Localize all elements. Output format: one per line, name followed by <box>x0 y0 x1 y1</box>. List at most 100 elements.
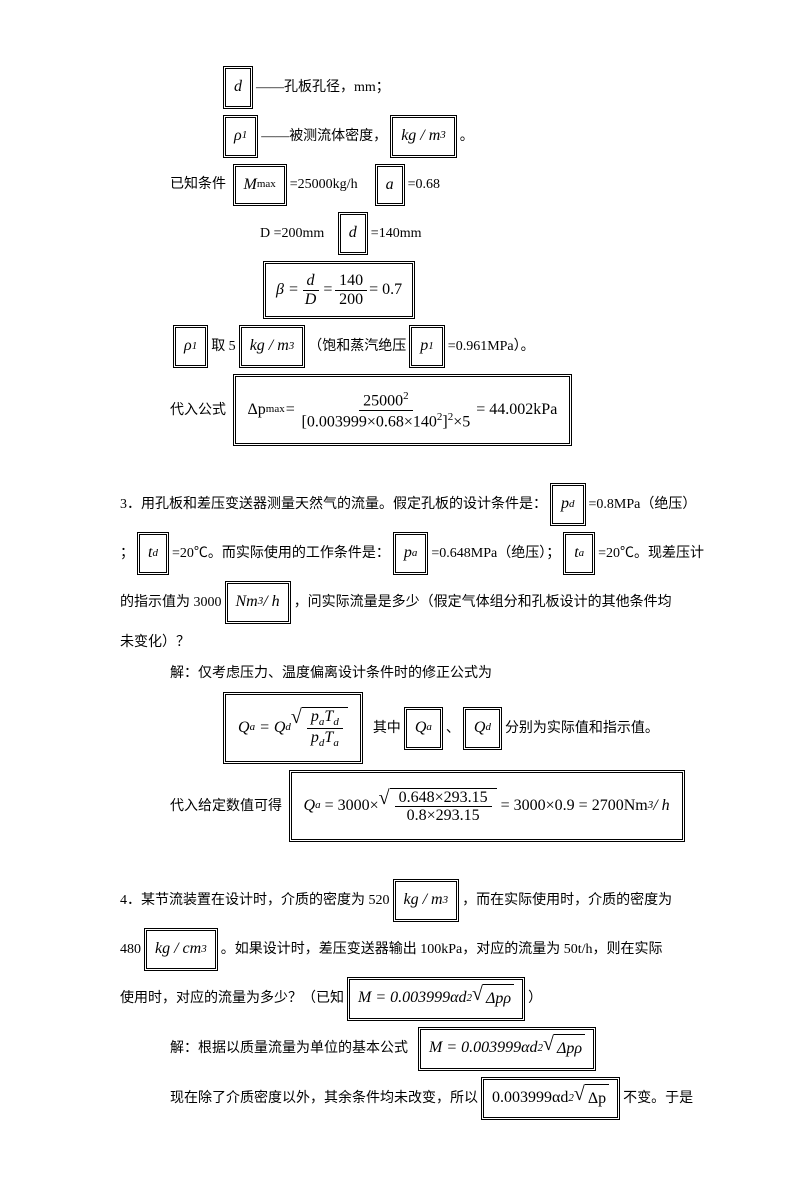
f3-Qa-sub: a <box>250 718 256 738</box>
d-box: d <box>338 212 368 255</box>
rho1-sym: ρ <box>184 332 192 361</box>
rho1-t3: =0.961MPa）。 <box>448 334 535 359</box>
line-dims: D =200mm d =140mm <box>80 212 720 255</box>
p4-l1: 4．某节流装置在设计时，介质的密度为 520 kg / m3 ，而在实际使用时，… <box>80 879 720 922</box>
p4-l5b: 不变。于是 <box>623 1086 693 1111</box>
f3-line: Qa = Qd paTd pdTa 其中 Qa 、 Qd 分别为实际值和指示值。 <box>80 692 720 764</box>
dp-res: = 44.002kPa <box>476 396 557 425</box>
ta-box: ta <box>563 532 595 575</box>
p3-l2c: =0.648MPa（绝压）； <box>431 541 560 566</box>
p4-f2: 0.003999αd <box>492 1084 568 1113</box>
dp-num: 250002 <box>359 390 413 411</box>
line-rho-def: ρ1 ——被测流体密度， kg / m3 。 <box>80 115 720 158</box>
p1-box: p1 <box>409 325 445 368</box>
desc-d: ——孔板孔径，mm； <box>256 75 390 100</box>
p4-f1b-sqrt: Δpρ <box>543 1034 585 1064</box>
p4-u1: kg / m <box>404 886 443 915</box>
frac-dD: d D <box>301 272 321 308</box>
sym-rho-box: ρ1 <box>223 115 258 158</box>
p4-f1-box: M = 0.003999αd2 Δpρ <box>347 977 525 1021</box>
p3-l2d: =20℃。现差压计 <box>598 541 704 566</box>
beta-lhs: β = <box>276 276 299 305</box>
after-rho: 。 <box>460 124 474 149</box>
p4-f1-sqrt: Δpρ <box>472 984 514 1014</box>
p4-l4a: 解：根据以质量流量为单位的基本公式 <box>170 1036 408 1061</box>
mmax-sym: M <box>244 171 257 200</box>
p4-f1b: M = 0.003999αd <box>429 1034 538 1063</box>
p4-l5: 现在除了介质密度以外，其余条件均未改变，所以 0.003999αd2 Δp 不变… <box>80 1077 720 1121</box>
p4-f1b-box: M = 0.003999αd2 Δpρ <box>418 1027 596 1071</box>
p4-f1-sqrt-body: Δpρ <box>483 984 514 1014</box>
line-rho-val: ρ1 取 5 kg / m3 （饱和蒸汽绝压 p1 =0.961MPa）。 <box>80 325 720 368</box>
p3-l1: 3．用孔板和差压变送器测量天然气的流量。假定孔板的设计条件是： pd =0.8M… <box>80 483 720 526</box>
p3-l3a: 的指示值为 3000 <box>120 590 222 615</box>
f3-q1: Q <box>415 714 427 743</box>
d-sym: d <box>349 219 357 248</box>
pd-sym: p <box>561 490 569 519</box>
td-box: td <box>137 532 169 575</box>
f3b-num: 0.648×293.15 <box>395 789 492 808</box>
f3b-eq: = 3000× <box>325 792 379 821</box>
d-200: D =200mm <box>260 221 324 246</box>
p4-u2-sup: 3 <box>201 940 207 960</box>
p4-l2b: 。如果设计时，差压变送器输出 100kPa，对应的流量为 50t/h，则在实际 <box>221 937 663 962</box>
td-sub: d <box>152 544 158 564</box>
a-val: =0.68 <box>408 172 440 197</box>
p4-l1b: ，而在实际使用时，介质的密度为 <box>462 888 672 913</box>
beta-eq: = <box>322 276 333 305</box>
p4-f2-box: 0.003999αd2 Δp <box>481 1077 620 1121</box>
f3-frac: paTd pdTa <box>307 708 343 750</box>
a-box: a <box>375 164 405 207</box>
kgm3-2: kg / m <box>250 332 289 361</box>
dp-formula-box: Δpmax = 250002 [0.003999×0.68×1402]2×5 =… <box>233 374 573 446</box>
nm3h-tail: / h <box>263 588 279 617</box>
dp-frac: 250002 [0.003999×0.68×1402]2×5 <box>298 390 475 431</box>
f3-den: pdTa <box>307 729 343 749</box>
kgm3-box2: kg / m3 <box>239 325 306 368</box>
beta-formula-box: β = d D = 140 200 = 0.7 <box>263 261 415 319</box>
f3b-den: 0.8×293.15 <box>403 807 484 825</box>
p3-l1a: 3．用孔板和差压变送器测量天然气的流量。假定孔板的设计条件是： <box>120 492 547 517</box>
line-beta: β = d D = 140 200 = 0.7 <box>80 261 720 319</box>
dp-eq: = <box>285 396 296 425</box>
dp-lhs-sub: max <box>266 400 285 420</box>
pd-sub: d <box>569 495 575 515</box>
f3-box: Qa = Qd paTd pdTa <box>223 692 363 764</box>
mmax-box: Mmax <box>233 164 287 207</box>
f3-sqrt: paTd pdTa <box>291 707 348 750</box>
desc-rho: ——被测流体密度， <box>261 124 387 149</box>
p4-f1b-sqrt-body: Δpρ <box>554 1034 585 1064</box>
p4-l1a: 4．某节流装置在设计时，介质的密度为 520 <box>120 888 390 913</box>
p4-l3a: 使用时，对应的流量为多少？（已知 <box>120 986 344 1011</box>
rho1-box: ρ1 <box>173 325 208 368</box>
p4-l4: 解：根据以质量流量为单位的基本公式 M = 0.003999αd2 Δpρ <box>80 1027 720 1071</box>
line-dp-formula: 代入公式 Δpmax = 250002 [0.003999×0.68×1402]… <box>80 374 720 446</box>
f3-eq: = Q <box>259 714 285 743</box>
p1-sym: p <box>420 332 428 361</box>
frac-dD-num: d <box>303 272 319 291</box>
frac-num2: 140 <box>335 272 367 291</box>
p4-u1-box: kg / m3 <box>393 879 460 922</box>
dp-lhs: Δp <box>248 396 266 425</box>
f3b-tail: / h <box>653 792 669 821</box>
a-sym: a <box>386 171 394 200</box>
p3-l1b: =0.8MPa（绝压） <box>589 492 697 517</box>
p3-l4-wrap: 解：仅考虑压力、温度偏离设计条件时的修正公式为 <box>80 661 720 686</box>
rho1-t2: （饱和蒸汽绝压 <box>308 334 406 359</box>
unit-kgm3: kg / m <box>401 122 440 151</box>
f3-comma: 、 <box>446 716 460 741</box>
p3-l3: 的指示值为 3000 Nm3 / h ，问实际流量是多少（假定气体组分和孔板设计… <box>80 581 720 624</box>
f3b-pre: 代入给定数值可得 <box>170 794 282 819</box>
dp-den: [0.003999×0.68×1402]2×5 <box>298 411 475 431</box>
f3b-sqrt: 0.648×293.15 0.8×293.15 <box>379 788 497 825</box>
rho1-t1: 取 5 <box>211 334 236 359</box>
f3-q1-box: Qa <box>404 707 443 750</box>
p4-f2-sqrt: Δp <box>574 1084 609 1114</box>
ta-sub: a <box>579 544 585 564</box>
p3-l3b: ，问实际流量是多少（假定气体组分和孔板设计的其他条件均 <box>294 590 672 615</box>
unit-kgm3-box: kg / m3 <box>390 115 457 158</box>
p3-l2: ； td =20℃。而实际使用的工作条件是： pa =0.648MPa（绝压）；… <box>80 532 720 575</box>
p1-sub: 1 <box>428 337 434 357</box>
p4-f1: M = 0.003999αd <box>358 984 467 1013</box>
p3-l3c: 未变化）？ <box>120 630 190 655</box>
